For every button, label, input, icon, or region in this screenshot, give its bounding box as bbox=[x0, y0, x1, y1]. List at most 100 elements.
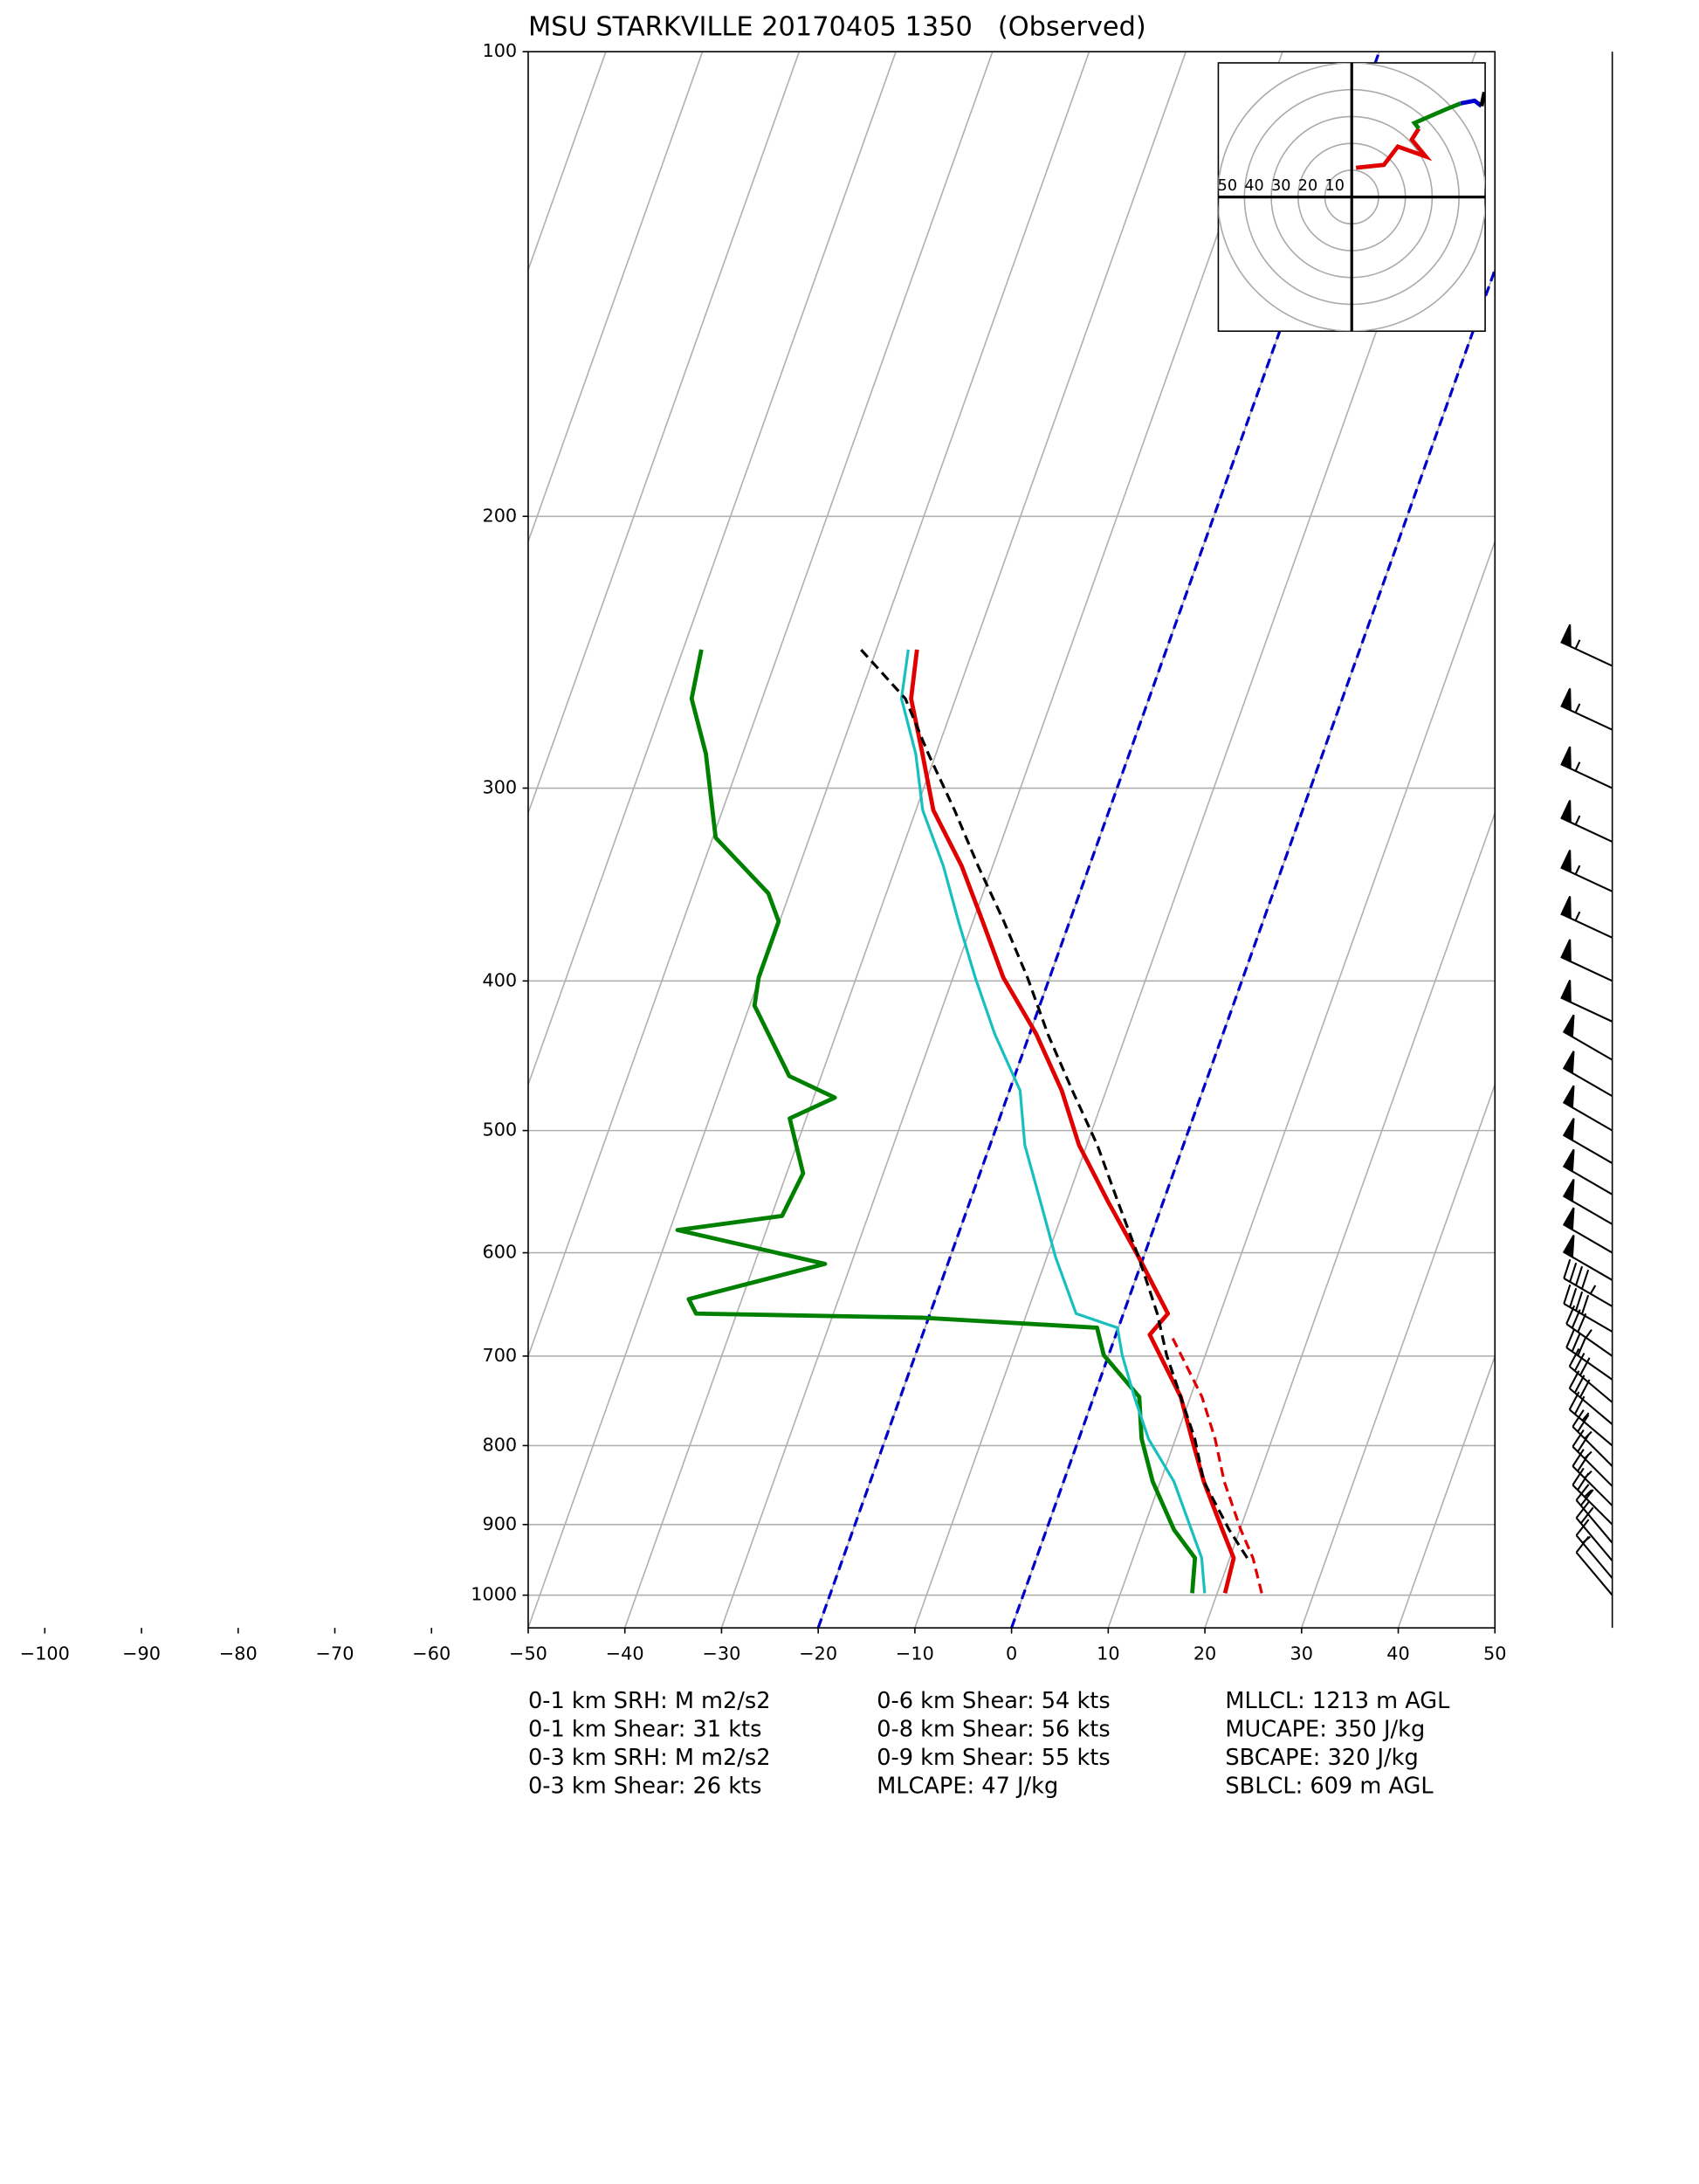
isotherm bbox=[1204, 810, 1496, 1629]
isotherm bbox=[527, 52, 704, 544]
wind-barb bbox=[1562, 1085, 1613, 1132]
stat-text: 0-6 km Shear: 54 kts bbox=[877, 1688, 1110, 1714]
grid bbox=[527, 52, 1496, 1629]
wind-barb bbox=[1560, 939, 1613, 982]
profile-line bbox=[675, 649, 1198, 1594]
stat-text: SBCAPE: 320 J/kg bbox=[1225, 1745, 1418, 1771]
profile-line bbox=[909, 649, 1236, 1595]
wind-barb bbox=[1562, 1118, 1613, 1164]
wind-barb bbox=[1565, 1328, 1613, 1381]
isotherm bbox=[720, 52, 1283, 1629]
wind-barb bbox=[1565, 1305, 1613, 1357]
hodo-trace bbox=[1479, 91, 1486, 107]
wind-barb bbox=[1562, 1148, 1613, 1195]
isotherm bbox=[1107, 539, 1496, 1629]
wind-barb bbox=[1568, 1391, 1613, 1447]
stat-text: 0-9 km Shear: 55 kts bbox=[877, 1745, 1110, 1771]
y-tick-label: 500 bbox=[482, 1120, 517, 1140]
wind-barb bbox=[1560, 896, 1613, 939]
x-tick-label: 20 bbox=[1193, 1643, 1216, 1664]
wind-barb bbox=[1563, 1258, 1613, 1307]
isotherm bbox=[527, 52, 1090, 1629]
wind-barb bbox=[1575, 1501, 1613, 1561]
x-tick-label: 10 bbox=[1097, 1643, 1119, 1664]
wind-barb bbox=[1575, 1484, 1613, 1544]
chart-title: MSU STARKVILLE 20170405 1350 (Observed) bbox=[528, 12, 1146, 43]
isotherm bbox=[1301, 1082, 1496, 1629]
x-tick-label: −60 bbox=[412, 1643, 451, 1664]
wind-barb bbox=[1575, 1536, 1613, 1596]
hodo-ring-label: 50 bbox=[1218, 177, 1237, 195]
wind-barb bbox=[1572, 1449, 1613, 1506]
stat-text: 0-1 km SRH: M m2/s2 bbox=[528, 1688, 771, 1714]
stat-text: 0-1 km Shear: 31 kts bbox=[528, 1716, 761, 1742]
profile-line bbox=[859, 648, 1248, 1560]
isotherm bbox=[527, 52, 897, 1087]
wind-barb bbox=[1572, 1467, 1613, 1526]
stat-text: MUCAPE: 350 J/kg bbox=[1225, 1716, 1425, 1742]
x-tick-label: −90 bbox=[122, 1643, 161, 1664]
stats: 0-1 km SRH: M m2/s20-1 km Shear: 31 kts 0… bbox=[528, 1688, 1450, 1799]
wind-barb bbox=[1560, 980, 1613, 1023]
wind-barb bbox=[1560, 687, 1613, 731]
x-tick-label: −70 bbox=[316, 1643, 354, 1664]
wind-barb bbox=[1563, 1284, 1613, 1333]
isotherm bbox=[527, 52, 994, 1359]
wind-barb bbox=[1560, 850, 1613, 892]
x-tick-label: −80 bbox=[219, 1643, 258, 1664]
stat-text: 0-3 km Shear: 26 kts bbox=[528, 1773, 761, 1799]
stat-text: SBLCL: 609 m AGL bbox=[1225, 1773, 1434, 1799]
isotherm bbox=[1494, 1625, 1496, 1629]
y-tick-label: 400 bbox=[482, 969, 517, 990]
y-tick-label: 200 bbox=[482, 505, 517, 526]
wind-barb bbox=[1562, 1051, 1613, 1098]
profile-line bbox=[1169, 1333, 1263, 1594]
wind-barb bbox=[1568, 1347, 1613, 1403]
wind-barb bbox=[1572, 1429, 1613, 1487]
hodo-ring-label: 40 bbox=[1244, 177, 1263, 195]
hodo-trace bbox=[1355, 127, 1433, 170]
hodo-ring-label: 30 bbox=[1271, 177, 1290, 195]
wind-barbs bbox=[1560, 624, 1613, 1596]
y-tick-label: 100 bbox=[482, 40, 517, 61]
stat-text: MLCAPE: 47 J/kg bbox=[877, 1773, 1058, 1799]
isotherm bbox=[623, 52, 1187, 1629]
stat-text: 0-8 km Shear: 56 kts bbox=[877, 1716, 1110, 1742]
wind-barb bbox=[1562, 1014, 1613, 1061]
x-tick-label: 40 bbox=[1386, 1643, 1409, 1664]
hodograph-plot bbox=[1218, 63, 1486, 332]
x-tick-label: −20 bbox=[799, 1643, 837, 1664]
y-tick-label: 800 bbox=[482, 1434, 517, 1455]
hodo-ring-label: 20 bbox=[1298, 177, 1317, 195]
hodo-ring-label: 10 bbox=[1325, 177, 1345, 195]
profile-line bbox=[899, 649, 1207, 1594]
profiles bbox=[675, 648, 1263, 1595]
x-tick-label: −50 bbox=[509, 1643, 547, 1664]
stat-text: 0-3 km SRH: M m2/s2 bbox=[528, 1745, 771, 1771]
x-tick-label: −30 bbox=[702, 1643, 740, 1664]
x-tick-label: 50 bbox=[1483, 1643, 1506, 1664]
hodo-trace bbox=[1460, 98, 1483, 108]
wind-barb bbox=[1562, 1207, 1613, 1254]
y-tick-label: 600 bbox=[482, 1242, 517, 1263]
isotherm bbox=[527, 52, 801, 816]
x-tick-label: 30 bbox=[1290, 1643, 1313, 1664]
wind-barb bbox=[1560, 624, 1613, 667]
highlight-isotherm bbox=[816, 52, 1381, 1629]
x-tick-label: −10 bbox=[896, 1643, 934, 1664]
isotherm bbox=[527, 52, 607, 272]
y-tick-label: 300 bbox=[482, 777, 517, 798]
highlight-isotherm bbox=[1010, 265, 1496, 1629]
hodo-trace bbox=[1411, 101, 1462, 130]
x-tick-label: −40 bbox=[606, 1643, 644, 1664]
wind-barb bbox=[1562, 1234, 1613, 1281]
wind-barb bbox=[1572, 1409, 1613, 1467]
hodograph: 50 40 30 20 10 bbox=[1218, 63, 1486, 332]
isotherm bbox=[1397, 1354, 1496, 1629]
wind-barb bbox=[1568, 1370, 1613, 1425]
y-tick-label: 700 bbox=[482, 1345, 517, 1366]
wind-barb bbox=[1562, 1178, 1613, 1225]
